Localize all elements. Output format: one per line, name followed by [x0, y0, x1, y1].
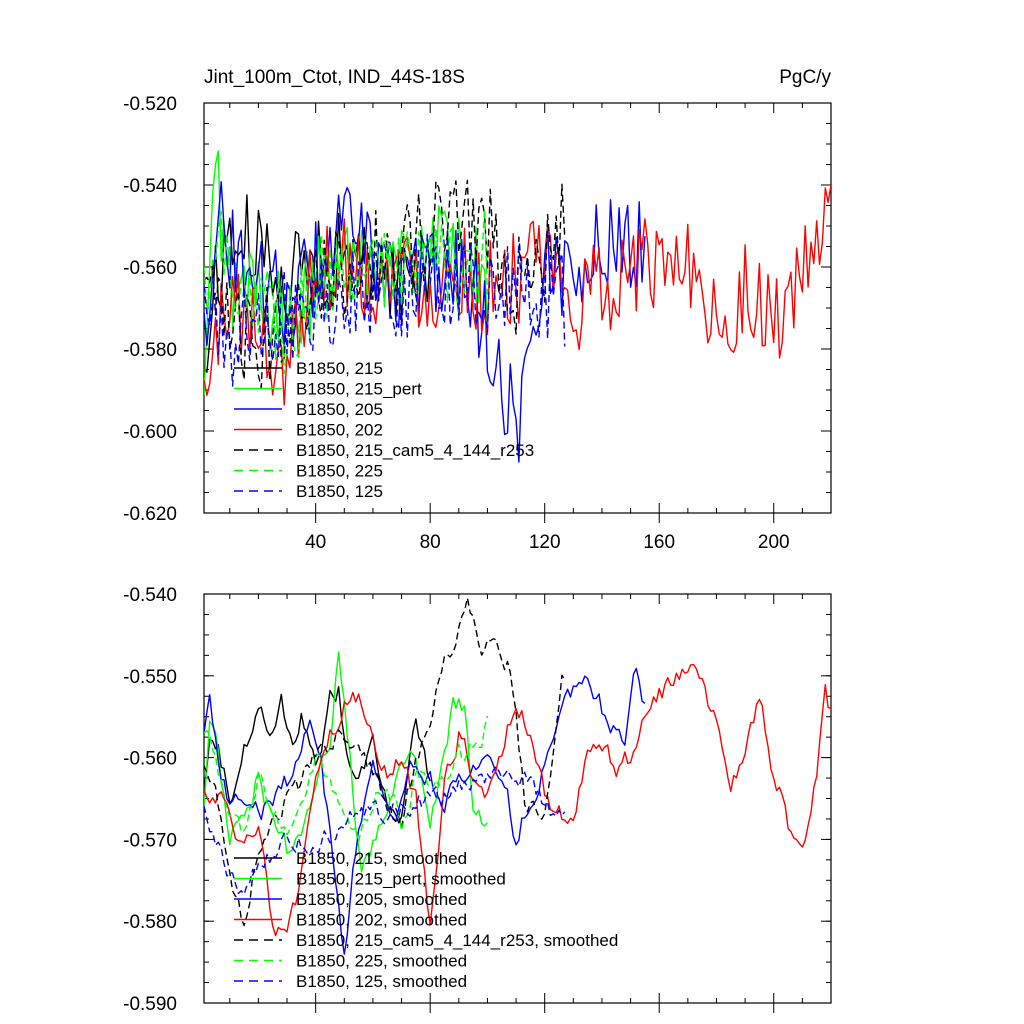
series-line	[204, 651, 488, 873]
y-tick-label: -0.520	[123, 94, 177, 115]
chart-panel-1: 40 80 120 160 200 -0.620 -0.600 -0.580 -0.560 -0.…	[123, 67, 832, 553]
chart-panel-2: -0.590 -0.580 -0.570 -0.560 -0.550 -0.540 B185…	[123, 585, 832, 1015]
y-tick-label: -0.540	[123, 585, 177, 606]
chart-title: Jint_100m_Ctot, IND_44S-18S	[204, 67, 465, 88]
x-tick-label: 40	[305, 532, 326, 553]
legend-label: B1850, 215	[296, 359, 383, 378]
y-tick-label: -0.540	[123, 176, 177, 197]
series-group	[204, 150, 831, 463]
series-line	[204, 150, 489, 396]
y-tick-label: -0.590	[123, 994, 177, 1015]
x-tick-label: 160	[643, 532, 675, 553]
legend-label: B1850, 202	[296, 421, 383, 440]
legend-label: B1850, 215_cam5_4_144_r253	[296, 441, 534, 460]
series-line	[204, 686, 431, 824]
legend-label: B1850, 225, smoothed	[296, 952, 467, 971]
legend-label: B1850, 215_pert	[296, 380, 422, 399]
x-tick-label: 120	[529, 532, 561, 553]
legend-label: B1850, 215, smoothed	[296, 849, 467, 868]
legend-label: B1850, 205	[296, 400, 383, 419]
units-label: PgC/y	[779, 67, 831, 88]
series-line	[204, 208, 489, 375]
series-line	[204, 179, 566, 389]
series-group	[204, 597, 831, 955]
legend-label: B1850, 215_cam5_4_144_r253, smoothed	[296, 931, 618, 950]
series-line	[204, 715, 489, 843]
series-line	[204, 230, 566, 387]
series-line	[204, 597, 566, 927]
y-tick-label: -0.600	[123, 422, 177, 443]
legend-label: B1850, 125, smoothed	[296, 972, 467, 991]
y-tick-label: -0.560	[123, 749, 177, 770]
legend-label: B1850, 205, smoothed	[296, 890, 467, 909]
series-line	[204, 180, 646, 463]
x-tick-label: 80	[420, 532, 441, 553]
legend-label: B1850, 225	[296, 462, 383, 481]
y-tick-label: -0.560	[123, 258, 177, 279]
y-tick-label: -0.570	[123, 830, 177, 851]
y-tick-label: -0.620	[123, 504, 177, 525]
series-line	[204, 667, 646, 955]
series-line	[204, 663, 831, 937]
x-tick-label: 200	[758, 532, 790, 553]
legend-label: B1850, 125	[296, 482, 383, 501]
y-tick-label: -0.550	[123, 667, 177, 688]
y-tick-label: -0.580	[123, 340, 177, 361]
legend-label: B1850, 215_pert, smoothed	[296, 870, 506, 889]
legend-label: B1850, 202, smoothed	[296, 911, 467, 930]
y-tick-label: -0.580	[123, 912, 177, 933]
series-line	[204, 765, 566, 895]
